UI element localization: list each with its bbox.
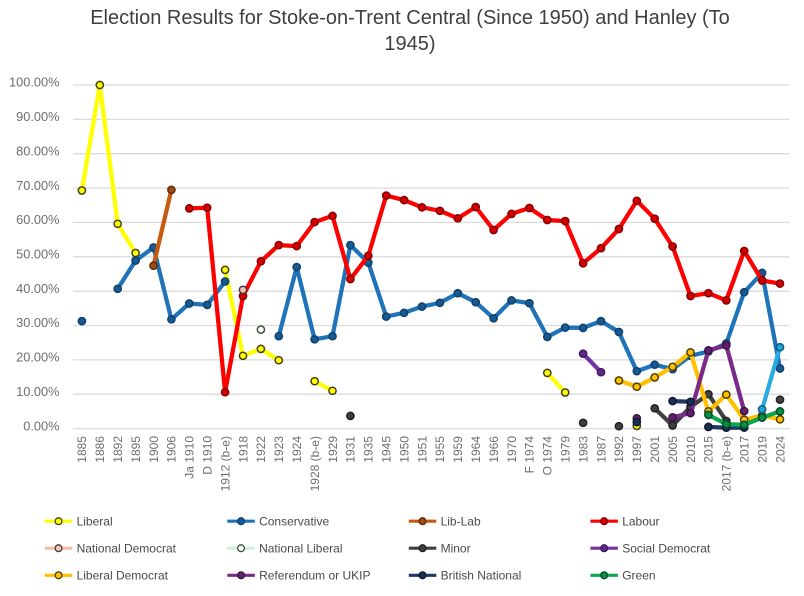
svg-text:1970: 1970	[505, 436, 519, 463]
svg-text:1997: 1997	[630, 436, 644, 463]
svg-text:Ja 1910: Ja 1910	[183, 436, 197, 479]
svg-text:100.00%: 100.00%	[9, 75, 60, 90]
svg-text:1935: 1935	[362, 436, 376, 463]
svg-text:80.00%: 80.00%	[16, 143, 59, 158]
svg-text:90.00%: 90.00%	[16, 109, 59, 124]
svg-text:Liberal Democrat: Liberal Democrat	[77, 569, 169, 583]
svg-text:2015: 2015	[702, 436, 716, 463]
svg-text:0.00%: 0.00%	[23, 418, 59, 433]
svg-text:2019: 2019	[755, 436, 769, 463]
svg-text:1922: 1922	[254, 436, 268, 463]
svg-text:2017 (b-e): 2017 (b-e)	[720, 436, 734, 491]
svg-text:Referendum or UKIP: Referendum or UKIP	[259, 569, 370, 583]
svg-text:Liberal: Liberal	[77, 514, 113, 528]
svg-text:1912 (b-e): 1912 (b-e)	[218, 436, 232, 491]
svg-text:1950: 1950	[397, 436, 411, 463]
svg-text:70.00%: 70.00%	[16, 178, 59, 193]
svg-text:1959: 1959	[451, 436, 465, 463]
svg-text:1931: 1931	[344, 436, 358, 463]
svg-text:1885: 1885	[75, 436, 89, 463]
svg-text:20.00%: 20.00%	[16, 350, 59, 365]
svg-text:1895: 1895	[129, 436, 143, 463]
svg-text:1992: 1992	[612, 436, 626, 463]
svg-text:1924: 1924	[290, 436, 304, 463]
svg-text:Lib-Lab: Lib-Lab	[441, 514, 481, 528]
svg-text:National Democrat: National Democrat	[77, 541, 177, 555]
svg-text:Labour: Labour	[622, 514, 659, 528]
svg-text:1906: 1906	[165, 436, 179, 463]
svg-text:D 1910: D 1910	[201, 436, 215, 475]
svg-text:F 1974: F 1974	[523, 436, 537, 474]
svg-text:1886: 1886	[93, 436, 107, 463]
svg-text:1929: 1929	[326, 436, 340, 463]
svg-text:1983: 1983	[576, 436, 590, 463]
svg-text:2005: 2005	[666, 436, 680, 463]
svg-text:National Liberal: National Liberal	[259, 541, 342, 555]
svg-text:Green: Green	[622, 569, 655, 583]
svg-text:60.00%: 60.00%	[16, 212, 59, 227]
svg-text:Election Results for Stoke-on-: Election Results for Stoke-on-Trent Cent…	[90, 7, 730, 29]
svg-text:Conservative: Conservative	[259, 514, 329, 528]
svg-text:2001: 2001	[648, 436, 662, 463]
svg-text:1987: 1987	[594, 436, 608, 463]
svg-text:1979: 1979	[559, 436, 573, 463]
svg-text:Minor: Minor	[441, 541, 471, 555]
svg-text:40.00%: 40.00%	[16, 281, 59, 296]
svg-text:50.00%: 50.00%	[16, 247, 59, 262]
svg-text:2024: 2024	[773, 436, 787, 463]
svg-text:1964: 1964	[469, 436, 483, 463]
svg-text:30.00%: 30.00%	[16, 315, 59, 330]
svg-text:2010: 2010	[684, 436, 698, 463]
svg-text:1900: 1900	[147, 436, 161, 463]
svg-text:1955: 1955	[433, 436, 447, 463]
svg-text:2017: 2017	[738, 436, 752, 463]
svg-text:1966: 1966	[487, 436, 501, 463]
svg-text:1923: 1923	[272, 436, 286, 463]
svg-text:1918: 1918	[236, 436, 250, 463]
svg-text:O 1974: O 1974	[541, 436, 555, 476]
svg-text:1892: 1892	[111, 436, 125, 463]
svg-text:Social Democrat: Social Democrat	[622, 541, 711, 555]
svg-text:1928 (b-e): 1928 (b-e)	[308, 436, 322, 491]
svg-text:1945: 1945	[380, 436, 394, 463]
svg-text:10.00%: 10.00%	[16, 384, 59, 399]
svg-text:1951: 1951	[415, 436, 429, 463]
svg-text:British National: British National	[441, 569, 522, 583]
svg-text:1945): 1945)	[384, 33, 435, 55]
